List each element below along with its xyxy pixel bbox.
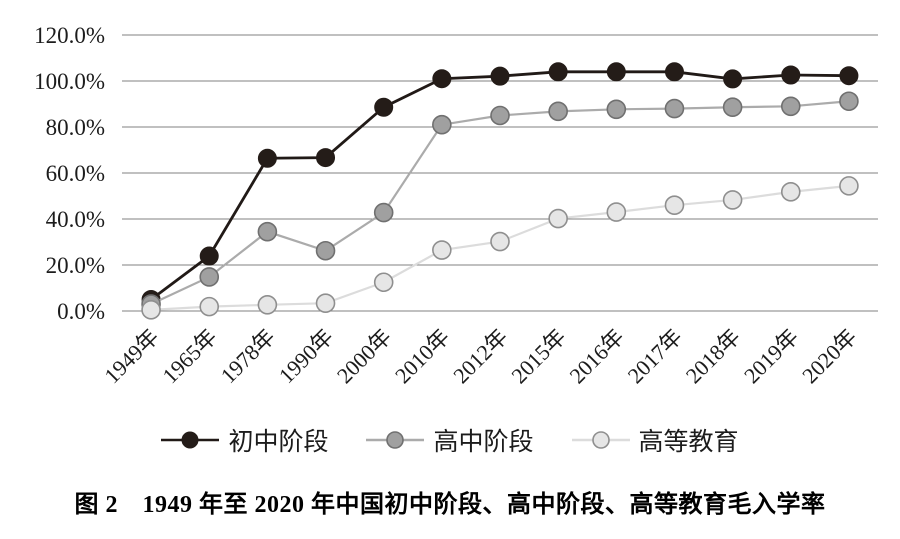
series-junior-secondary-point bbox=[316, 148, 336, 168]
series-senior-secondary-point bbox=[839, 91, 859, 112]
series-higher-education-point bbox=[490, 231, 510, 252]
series-junior-secondary-point bbox=[490, 66, 510, 86]
series-higher-education-point bbox=[373, 272, 394, 293]
series-senior-secondary-point bbox=[664, 98, 685, 119]
series-senior-secondary-point bbox=[722, 97, 743, 118]
x-axis-tick-label: 2015年 bbox=[506, 324, 570, 388]
legend-item-junior-secondary: 初中阶段 bbox=[161, 422, 328, 458]
legend-dot bbox=[591, 431, 610, 449]
series-junior-secondary-point bbox=[664, 62, 684, 82]
series-senior-secondary-point bbox=[490, 105, 510, 126]
x-axis-tick-label: 2016年 bbox=[564, 324, 628, 388]
x-axis-tick-label: 2017年 bbox=[623, 324, 687, 388]
legend-dot bbox=[181, 431, 199, 449]
legend-item-higher-education: 高等教育 bbox=[571, 422, 739, 458]
series-higher-education-point bbox=[257, 294, 278, 315]
series-higher-education-point bbox=[780, 182, 801, 202]
series-higher-education-point bbox=[432, 240, 452, 260]
series-junior-secondary-point bbox=[199, 246, 219, 266]
series-senior-secondary-point bbox=[315, 240, 336, 261]
series-higher-education-point bbox=[141, 300, 161, 320]
series-senior-secondary-point bbox=[432, 114, 452, 135]
y-axis-tick-label: 120.0% bbox=[34, 23, 105, 48]
figure-caption: 图 2 1949 年至 2020 年中国初中阶段、高中阶段、高等教育毛入学率 bbox=[74, 492, 826, 518]
series-junior-secondary-point bbox=[781, 65, 801, 85]
series-senior-secondary-point bbox=[606, 99, 627, 120]
series-junior-secondary-point bbox=[723, 69, 743, 89]
legend-marker-higher-education-icon bbox=[571, 431, 630, 449]
series-senior-secondary-point bbox=[257, 221, 278, 242]
series-higher-education-point bbox=[839, 176, 859, 196]
y-axis-tick-label: 100.0% bbox=[34, 69, 105, 94]
y-axis-tick-label: 20.0% bbox=[46, 253, 105, 278]
series-higher-education-point bbox=[315, 293, 336, 313]
series-senior-secondary-point bbox=[199, 267, 220, 287]
legend-label: 初中阶段 bbox=[228, 429, 329, 456]
x-axis-tick-label: 2019年 bbox=[739, 324, 803, 388]
series-junior-secondary-point bbox=[432, 69, 452, 89]
x-axis-tick-label: 2020年 bbox=[797, 324, 861, 388]
series-senior-secondary-line bbox=[150, 100, 850, 306]
x-axis-tick-label: 2010年 bbox=[390, 324, 454, 388]
series-senior-secondary-point bbox=[373, 202, 394, 223]
x-axis-tick-label: 2000年 bbox=[332, 324, 396, 388]
legend-marker-junior-secondary-icon bbox=[161, 431, 220, 449]
legend-item-senior-secondary: 高中阶段 bbox=[366, 422, 534, 458]
enrollment-line-chart: 0.0% 20.0% 40.0% 60.0% 80.0% 100.0% 120.0% 1949… bbox=[34, 23, 878, 388]
x-axis-tick-label: 1949年 bbox=[99, 324, 163, 388]
y-axis-tick-label: 40.0% bbox=[46, 207, 105, 232]
legend-dot bbox=[386, 431, 405, 449]
series-higher-education-point bbox=[199, 296, 220, 317]
x-axis-tick-label: 1965年 bbox=[157, 324, 221, 388]
x-axis-tick-label: 2018年 bbox=[681, 324, 745, 388]
y-axis-tick-label: 80.0% bbox=[46, 115, 105, 140]
series-junior-secondary-point bbox=[606, 62, 626, 82]
series-higher-education-point bbox=[606, 202, 627, 222]
series-senior-secondary-point bbox=[780, 96, 801, 117]
legend-label: 高等教育 bbox=[638, 429, 739, 456]
legend-label: 高中阶段 bbox=[433, 429, 534, 456]
legend-marker-senior-secondary-icon bbox=[366, 431, 425, 449]
series-junior-secondary-point bbox=[548, 62, 568, 82]
x-axis-tick-label: 2012年 bbox=[448, 324, 512, 388]
series-higher-education-point bbox=[664, 195, 685, 215]
series-higher-education-point bbox=[722, 190, 743, 210]
y-axis-tick-label: 0.0% bbox=[57, 299, 105, 324]
x-axis-tick-label: 1990年 bbox=[274, 324, 338, 388]
series-higher-education-point bbox=[548, 208, 568, 229]
chart-legend: 初中阶段 高中阶段 高等教育 bbox=[0, 422, 900, 458]
series-junior-secondary-point bbox=[257, 148, 277, 168]
series-senior-secondary-point bbox=[548, 101, 568, 122]
y-axis-tick-label: 60.0% bbox=[46, 161, 105, 186]
x-axis-tick-label: 1978年 bbox=[216, 324, 280, 388]
series-junior-secondary-point bbox=[839, 66, 859, 86]
series-junior-secondary-point bbox=[374, 97, 394, 117]
